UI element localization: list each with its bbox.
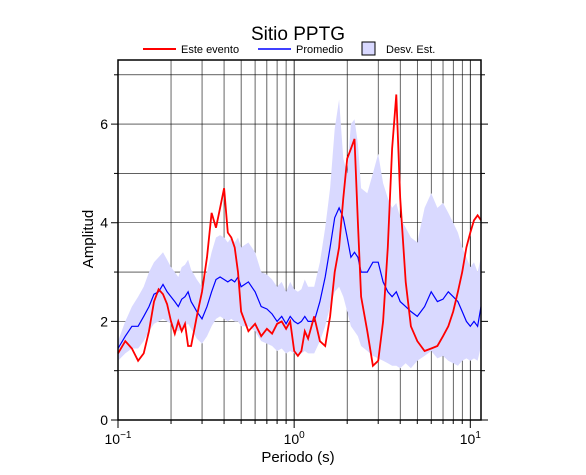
x-tick-label: 100 xyxy=(284,430,306,447)
y-tick-label: 0 xyxy=(100,412,108,428)
x-tick-label: 101 xyxy=(460,430,482,447)
mean-line xyxy=(117,206,482,349)
plot-frame xyxy=(117,59,482,421)
axis-ticks: 10−1 100 101 0 2 4 6 xyxy=(100,74,488,447)
legend: Este evento Promedio Desv. Est. xyxy=(143,41,435,56)
legend-swatch-band xyxy=(361,41,376,56)
legend-label-mean: Promedio xyxy=(296,44,343,56)
legend-label-event: Este evento xyxy=(181,44,239,56)
y-tick-label: 6 xyxy=(100,116,108,132)
chart-title: Sitio PPTG xyxy=(251,24,345,45)
y-tick-label: 4 xyxy=(100,215,108,231)
x-tick-label: 10−1 xyxy=(105,430,132,447)
x-axis-label: Periodo (s) xyxy=(261,449,334,466)
y-tick-label: 2 xyxy=(100,313,108,329)
legend-label-band: Desv. Est. xyxy=(386,44,435,56)
y-axis-label: Amplitud xyxy=(80,210,97,268)
event-line xyxy=(117,94,482,368)
